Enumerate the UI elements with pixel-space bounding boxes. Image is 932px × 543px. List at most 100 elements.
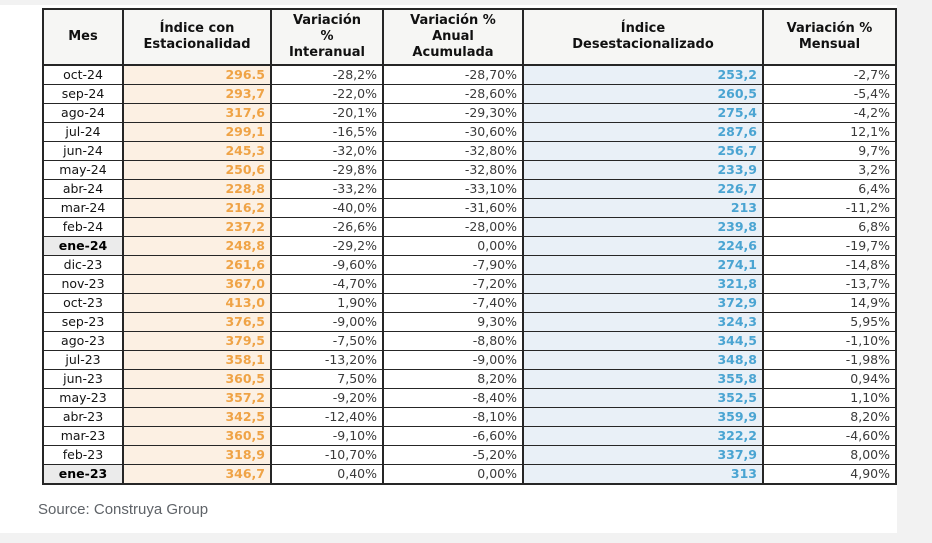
table-row: ene-24 248,8 -29,2% 0,00% 224,6 -19,7% bbox=[42, 236, 897, 256]
cell-seasonal-index: 216,2 bbox=[122, 198, 272, 218]
source-note: Source: Construya Group bbox=[38, 501, 209, 518]
cell-deseasonalized-index: 352,5 bbox=[522, 388, 764, 408]
cell-accumulated-annual-variation: -6,60% bbox=[382, 426, 524, 446]
cell-monthly-variation: -1,98% bbox=[762, 350, 897, 370]
cell-seasonal-index: 296.5 bbox=[122, 64, 272, 85]
cell-seasonal-index: 360,5 bbox=[122, 426, 272, 446]
cell-month: oct-24 bbox=[42, 64, 124, 85]
cell-monthly-variation: -4,2% bbox=[762, 103, 897, 123]
cell-month: nov-23 bbox=[42, 274, 124, 294]
page-margin-right bbox=[897, 0, 932, 543]
cell-monthly-variation: -13,7% bbox=[762, 274, 897, 294]
table-body: oct-24 296.5 -28,2% -28,70% 253,2 -2,7% … bbox=[42, 64, 897, 485]
seasonality-index-table: Mes Índice con Estacionalidad Variación … bbox=[42, 8, 897, 485]
cell-accumulated-annual-variation: 8,20% bbox=[382, 369, 524, 389]
column-header-deseasonalized-index: Índice Desestacionalizado bbox=[522, 8, 764, 66]
cell-month: feb-24 bbox=[42, 217, 124, 237]
table-row: oct-24 296.5 -28,2% -28,70% 253,2 -2,7% bbox=[42, 64, 897, 85]
cell-deseasonalized-index: 239,8 bbox=[522, 217, 764, 237]
cell-monthly-variation: -4,60% bbox=[762, 426, 897, 446]
cell-deseasonalized-index: 348,8 bbox=[522, 350, 764, 370]
cell-seasonal-index: 360,5 bbox=[122, 369, 272, 389]
cell-seasonal-index: 245,3 bbox=[122, 141, 272, 161]
cell-month: may-24 bbox=[42, 160, 124, 180]
cell-seasonal-index: 293,7 bbox=[122, 84, 272, 104]
cell-yoy-variation: -9,00% bbox=[270, 312, 384, 332]
cell-month: mar-24 bbox=[42, 198, 124, 218]
cell-month: sep-23 bbox=[42, 312, 124, 332]
cell-deseasonalized-index: 275,4 bbox=[522, 103, 764, 123]
cell-accumulated-annual-variation: -7,40% bbox=[382, 293, 524, 313]
cell-monthly-variation: 6,8% bbox=[762, 217, 897, 237]
table-row: mar-23 360,5 -9,10% -6,60% 322,2 -4,60% bbox=[42, 426, 897, 446]
table-row: oct-23 413,0 1,90% -7,40% 372,9 14,9% bbox=[42, 293, 897, 313]
cell-accumulated-annual-variation: -8,80% bbox=[382, 331, 524, 351]
cell-monthly-variation: 8,20% bbox=[762, 407, 897, 427]
column-header-yoy-variation: Variación % Interanual bbox=[270, 8, 384, 66]
cell-accumulated-annual-variation: 0,00% bbox=[382, 236, 524, 256]
cell-accumulated-annual-variation: 9,30% bbox=[382, 312, 524, 332]
cell-deseasonalized-index: 321,8 bbox=[522, 274, 764, 294]
cell-seasonal-index: 318,9 bbox=[122, 445, 272, 465]
cell-seasonal-index: 342,5 bbox=[122, 407, 272, 427]
cell-deseasonalized-index: 344,5 bbox=[522, 331, 764, 351]
cell-seasonal-index: 250,6 bbox=[122, 160, 272, 180]
cell-accumulated-annual-variation: -5,20% bbox=[382, 445, 524, 465]
cell-seasonal-index: 248,8 bbox=[122, 236, 272, 256]
cell-deseasonalized-index: 226,7 bbox=[522, 179, 764, 199]
cell-monthly-variation: 1,10% bbox=[762, 388, 897, 408]
cell-yoy-variation: -29,8% bbox=[270, 160, 384, 180]
cell-deseasonalized-index: 313 bbox=[522, 464, 764, 485]
table-row: ago-24 317,6 -20,1% -29,30% 275,4 -4,2% bbox=[42, 103, 897, 123]
cell-seasonal-index: 379,5 bbox=[122, 331, 272, 351]
table-row: jul-23 358,1 -13,20% -9,00% 348,8 -1,98% bbox=[42, 350, 897, 370]
table-row: feb-24 237,2 -26,6% -28,00% 239,8 6,8% bbox=[42, 217, 897, 237]
cell-monthly-variation: 9,7% bbox=[762, 141, 897, 161]
cell-monthly-variation: -2,7% bbox=[762, 64, 897, 85]
cell-yoy-variation: -10,70% bbox=[270, 445, 384, 465]
cell-yoy-variation: 7,50% bbox=[270, 369, 384, 389]
cell-month: mar-23 bbox=[42, 426, 124, 446]
cell-yoy-variation: -33,2% bbox=[270, 179, 384, 199]
cell-yoy-variation: -29,2% bbox=[270, 236, 384, 256]
cell-accumulated-annual-variation: -31,60% bbox=[382, 198, 524, 218]
cell-month: ene-23 bbox=[42, 464, 124, 485]
cell-monthly-variation: 0,94% bbox=[762, 369, 897, 389]
cell-seasonal-index: 358,1 bbox=[122, 350, 272, 370]
header-row: Mes Índice con Estacionalidad Variación … bbox=[42, 8, 897, 66]
cell-accumulated-annual-variation: -8,40% bbox=[382, 388, 524, 408]
column-header-month: Mes bbox=[42, 8, 124, 66]
cell-accumulated-annual-variation: -7,90% bbox=[382, 255, 524, 275]
table-row: jul-24 299,1 -16,5% -30,60% 287,6 12,1% bbox=[42, 122, 897, 142]
cell-accumulated-annual-variation: -28,70% bbox=[382, 64, 524, 85]
cell-deseasonalized-index: 372,9 bbox=[522, 293, 764, 313]
cell-yoy-variation: -22,0% bbox=[270, 84, 384, 104]
cell-month: jul-23 bbox=[42, 350, 124, 370]
cell-seasonal-index: 413,0 bbox=[122, 293, 272, 313]
cell-month: abr-24 bbox=[42, 179, 124, 199]
cell-yoy-variation: 1,90% bbox=[270, 293, 384, 313]
cell-month: abr-23 bbox=[42, 407, 124, 427]
cell-deseasonalized-index: 337,9 bbox=[522, 445, 764, 465]
cell-accumulated-annual-variation: -33,10% bbox=[382, 179, 524, 199]
cell-yoy-variation: -9,10% bbox=[270, 426, 384, 446]
cell-deseasonalized-index: 213 bbox=[522, 198, 764, 218]
cell-month: may-23 bbox=[42, 388, 124, 408]
cell-seasonal-index: 237,2 bbox=[122, 217, 272, 237]
cell-month: ago-23 bbox=[42, 331, 124, 351]
table-row: feb-23 318,9 -10,70% -5,20% 337,9 8,00% bbox=[42, 445, 897, 465]
cell-monthly-variation: 3,2% bbox=[762, 160, 897, 180]
table-row: sep-23 376,5 -9,00% 9,30% 324,3 5,95% bbox=[42, 312, 897, 332]
cell-yoy-variation: 0,40% bbox=[270, 464, 384, 485]
cell-accumulated-annual-variation: 0,00% bbox=[382, 464, 524, 485]
cell-deseasonalized-index: 260,5 bbox=[522, 84, 764, 104]
cell-seasonal-index: 228,8 bbox=[122, 179, 272, 199]
cell-seasonal-index: 299,1 bbox=[122, 122, 272, 142]
cell-accumulated-annual-variation: -30,60% bbox=[382, 122, 524, 142]
cell-deseasonalized-index: 256,7 bbox=[522, 141, 764, 161]
cell-seasonal-index: 357,2 bbox=[122, 388, 272, 408]
cell-accumulated-annual-variation: -32,80% bbox=[382, 160, 524, 180]
cell-deseasonalized-index: 274,1 bbox=[522, 255, 764, 275]
column-header-monthly-variation: Variación % Mensual bbox=[762, 8, 897, 66]
table-row: ene-23 346,7 0,40% 0,00% 313 4,90% bbox=[42, 464, 897, 485]
